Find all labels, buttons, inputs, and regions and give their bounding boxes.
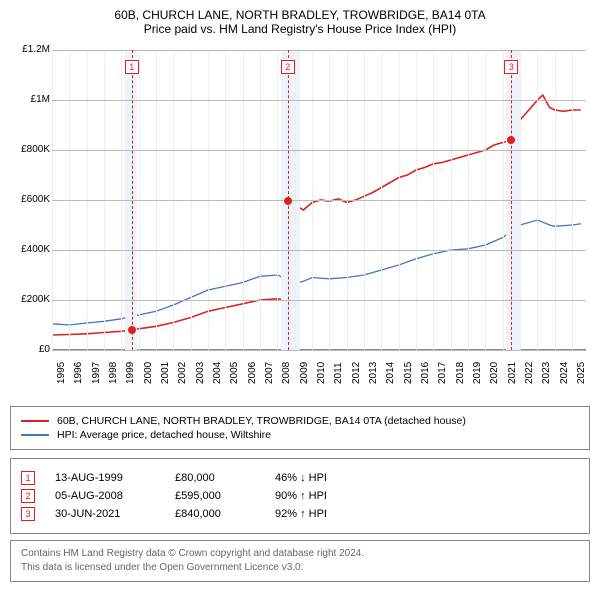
event-price: £595,000 (175, 490, 255, 502)
chart-area: £0£200K£400K£600K£800K£1M£1.2M1995199619… (10, 40, 590, 400)
event-date: 05-AUG-2008 (55, 490, 155, 502)
legend: 60B, CHURCH LANE, NORTH BRADLEY, TROWBRI… (10, 406, 590, 450)
y-tick-label: £1.2M (10, 44, 50, 55)
event-marker-box: 2 (281, 60, 295, 74)
events-table: 1 13-AUG-1999 £80,000 46% ↓ HPI 2 05-AUG-2008… (10, 458, 590, 534)
event-delta: 90% ↑ HPI (275, 490, 327, 502)
y-tick-label: £200K (10, 294, 50, 305)
legend-swatch (21, 434, 49, 436)
event-vline (132, 50, 133, 350)
gridline-h (52, 350, 586, 351)
event-date: 13-AUG-1999 (55, 472, 155, 484)
event-vline (511, 50, 512, 350)
event-date: 30-JUN-2021 (55, 508, 155, 520)
legend-row: HPI: Average price, detached house, Wilt… (21, 429, 579, 441)
footer-line: Contains HM Land Registry data © Crown c… (21, 547, 579, 561)
x-tick-label: 2025 (576, 362, 600, 384)
event-row: 3 30-JUN-2021 £840,000 92% ↑ HPI (21, 507, 579, 521)
event-dot (128, 326, 136, 334)
event-number: 3 (21, 507, 35, 521)
event-delta: 46% ↓ HPI (275, 472, 327, 484)
event-price: £840,000 (175, 508, 255, 520)
legend-swatch (21, 420, 49, 422)
footer-attribution: Contains HM Land Registry data © Crown c… (10, 540, 590, 582)
y-tick-label: £400K (10, 244, 50, 255)
footer-line: This data is licensed under the Open Gov… (21, 561, 579, 575)
event-number: 1 (21, 471, 35, 485)
event-row: 1 13-AUG-1999 £80,000 46% ↓ HPI (21, 471, 579, 485)
y-tick-label: £800K (10, 144, 50, 155)
event-marker-box: 1 (125, 60, 139, 74)
chart-subtitle: Price paid vs. HM Land Registry's House … (10, 22, 590, 36)
event-dot (507, 136, 515, 144)
event-delta: 92% ↑ HPI (275, 508, 327, 520)
event-price: £80,000 (175, 472, 255, 484)
legend-label: HPI: Average price, detached house, Wilt… (57, 429, 271, 441)
y-tick-label: £1M (10, 94, 50, 105)
y-tick-label: £600K (10, 194, 50, 205)
legend-label: 60B, CHURCH LANE, NORTH BRADLEY, TROWBRI… (57, 415, 466, 427)
event-marker-box: 3 (504, 60, 518, 74)
event-number: 2 (21, 489, 35, 503)
legend-row: 60B, CHURCH LANE, NORTH BRADLEY, TROWBRI… (21, 415, 579, 427)
chart-title: 60B, CHURCH LANE, NORTH BRADLEY, TROWBRI… (10, 8, 590, 22)
y-tick-label: £0 (10, 344, 50, 355)
event-row: 2 05-AUG-2008 £595,000 90% ↑ HPI (21, 489, 579, 503)
event-dot (284, 197, 292, 205)
